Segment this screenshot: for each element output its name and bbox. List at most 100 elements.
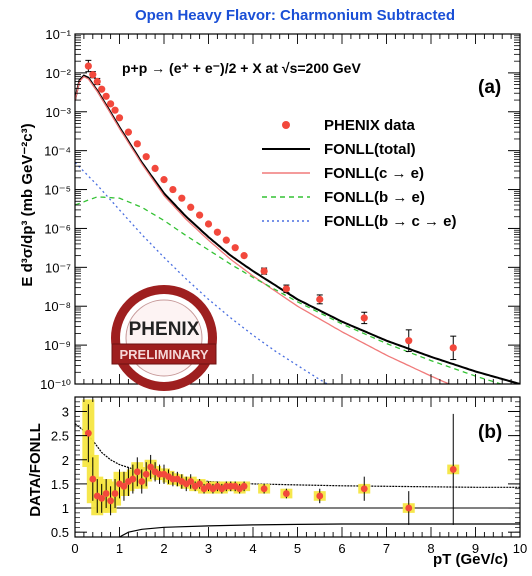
data-point — [160, 176, 168, 184]
y-tick-label: 2.5 — [51, 429, 69, 444]
y-tick-label: 10⁻⁴ — [44, 144, 71, 159]
data-point — [102, 92, 110, 100]
panel-a-data-points — [84, 59, 457, 361]
data-point — [260, 267, 268, 275]
curve-fonll-total- — [75, 74, 520, 384]
data-point — [316, 295, 324, 303]
y-tick-label: 10⁻⁸ — [44, 299, 71, 314]
ratio-point — [120, 482, 128, 490]
curve-fonll-b-e- — [75, 196, 504, 384]
phenix-logo: PHENIX PRELIMINARY — [111, 285, 217, 391]
data-point — [213, 228, 221, 236]
chart-title: Open Heavy Flavor: Charmonium Subtracted — [135, 7, 455, 24]
ratio-point — [111, 490, 119, 497]
y-tick-label: 1.5 — [51, 477, 69, 492]
legend-label: PHENIX data — [324, 117, 416, 134]
ratio-point — [449, 466, 457, 473]
data-point — [89, 71, 97, 79]
ratio-point — [107, 497, 114, 505]
data-point — [449, 344, 457, 352]
ratio-point — [142, 470, 150, 478]
ratio-point — [196, 480, 204, 488]
ratio-point — [147, 463, 155, 471]
y-tick-label: 10⁻² — [45, 66, 71, 81]
y-tick-label: 1 — [62, 501, 69, 516]
y-tick-label: 10⁻⁷ — [45, 260, 71, 275]
panel-a-tag: (a) — [478, 77, 501, 98]
y-tick-label: 10⁻⁹ — [44, 338, 71, 353]
ratio-point — [133, 468, 141, 476]
data-point — [204, 220, 213, 228]
data-point — [178, 194, 186, 202]
band-lower — [119, 523, 520, 537]
panel-a-ylabel: E d³σ/dp³ (mb GeV⁻²c³) — [19, 123, 36, 286]
x-tick-label: 9 — [472, 541, 479, 556]
ratio-point — [240, 482, 248, 490]
x-tick-label: 3 — [205, 541, 212, 556]
data-point — [231, 244, 239, 252]
x-tick-label: 4 — [249, 541, 256, 556]
x-tick-label: 5 — [294, 541, 301, 556]
x-tick-label: 8 — [427, 541, 434, 556]
x-tick-label: 0 — [71, 541, 78, 556]
panel-b-tag: (b) — [478, 422, 502, 443]
data-point — [360, 314, 368, 322]
data-point — [124, 128, 132, 136]
panel-b: 0.511.522.530 1 2 3 4 5 6 7 8 9 10 (b) DATA/FONLL … — [27, 396, 527, 568]
ratio-point — [316, 492, 324, 500]
data-point — [111, 106, 119, 114]
data-point — [142, 153, 150, 161]
data-point — [405, 337, 413, 345]
ratio-point — [138, 478, 146, 485]
logo-phenix-text: PHENIX — [129, 319, 200, 340]
process-label: p+p → (e⁺ + e⁻)/2 + X at √s=200 GeV — [122, 60, 361, 76]
legend-label: FONLL(c → e) — [324, 165, 424, 182]
legend-marker-data — [282, 121, 290, 129]
data-point — [282, 285, 290, 293]
legend: PHENIX data FONLL(total) FONLL(c → e) FONLL… — [262, 117, 457, 230]
x-tick-label: 6 — [338, 541, 345, 556]
ratio-point — [98, 494, 106, 502]
data-point — [98, 85, 106, 93]
y-tick-label: 3 — [62, 404, 69, 419]
y-tick-label: 10⁻¹⁰ — [40, 377, 71, 392]
ratio-point — [282, 490, 290, 497]
panel-b-systematic-boxes — [82, 399, 460, 516]
data-point — [107, 100, 115, 108]
ratio-point — [360, 485, 368, 493]
panel-a: 10⁻¹⁰ 10⁻⁹ 10⁻⁸ 10⁻⁷ 10⁻⁶ 10⁻⁵ 10⁻⁴ 10⁻³ 10⁻² 10⁻… — [19, 27, 521, 392]
data-point — [240, 252, 248, 260]
panel-b-ticks: 0.5 1 1.5 2 2.5 3 0 1 2 3 4 5 6 7 8 9 10 — [51, 397, 527, 556]
ratio-point — [187, 478, 195, 485]
y-tick-label: 10⁻¹ — [45, 27, 71, 42]
panel-b-xlabel: pT (GeV/c) — [433, 551, 508, 568]
y-tick-label: 10⁻⁶ — [44, 221, 71, 236]
ratio-point — [129, 475, 137, 483]
data-point — [115, 114, 124, 122]
y-tick-label: 10⁻⁵ — [44, 183, 71, 198]
data-point — [222, 236, 230, 244]
logo-preliminary-text: PRELIMINARY — [119, 347, 208, 362]
panel-b-ylabel: DATA/FONLL — [27, 423, 44, 517]
panel-a-curves — [75, 74, 520, 384]
x-tick-label: 10 — [513, 541, 527, 556]
legend-label: FONLL(b → c → e) — [324, 213, 457, 230]
x-tick-label: 7 — [383, 541, 390, 556]
panel-a-frame — [74, 33, 521, 385]
y-tick-label: 10⁻³ — [45, 105, 71, 120]
data-point — [84, 62, 92, 70]
data-point — [93, 77, 101, 86]
data-point — [133, 140, 141, 148]
legend-label: FONLL(total) — [324, 141, 416, 158]
panel-b-data-points — [84, 404, 457, 525]
y-tick-label: 2 — [62, 453, 69, 468]
legend-label: FONLL(b → e) — [324, 189, 425, 206]
x-tick-label: 2 — [160, 541, 167, 556]
data-point — [187, 203, 195, 211]
ratio-point — [102, 490, 110, 497]
logo-banner — [111, 343, 217, 365]
data-point — [169, 185, 177, 194]
y-tick-label: 0.5 — [51, 525, 69, 540]
ratio-point — [260, 485, 268, 493]
